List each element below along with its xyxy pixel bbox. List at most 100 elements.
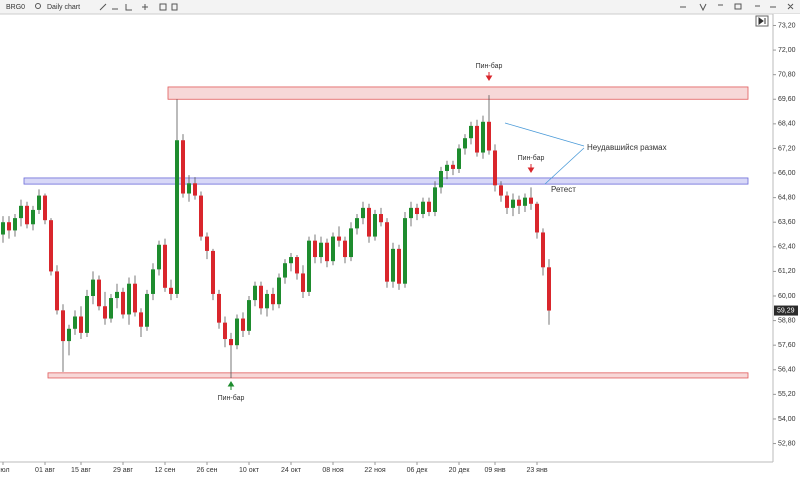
candle-body [103,306,107,319]
toolbar [0,0,800,14]
y-tick-label: 54,00 [778,416,796,423]
y-tick-label: 61,20 [778,268,796,275]
y-tick-label: 62,40 [778,244,796,251]
chart-name[interactable]: Daily chart [47,4,80,11]
x-tick-label: 06 дек [407,467,429,474]
candle-body [235,318,239,346]
candle-body [313,240,317,258]
candle-body [511,199,515,208]
candle-body [55,271,59,311]
candle-body [37,195,41,210]
x-tick-label: 08 ноя [322,467,343,474]
price-axis [773,14,800,484]
candle-body [91,279,95,296]
toolbar-icons[interactable] [99,3,178,11]
y-tick-label: 72,00 [778,47,796,54]
y-tick-label: 60,00 [778,293,796,300]
candle-body [109,298,113,319]
candle-body [385,222,389,282]
candle-body [451,164,455,169]
x-tick-label: 23 янв [526,467,547,474]
candle-body [541,232,545,268]
candle-body [49,220,53,272]
candle-body [475,125,479,153]
candle-body [1,222,5,235]
candle-body [127,283,131,315]
y-tick-label: 69,60 [778,96,796,103]
candle-body [445,164,449,171]
candle-body [421,201,425,215]
window-controls[interactable] [680,3,794,12]
plot-area: 52,80 54,00 55,20 56,40 57,60 58,80 60,00 61,20… [0,22,798,474]
candle-body [301,273,305,292]
last-price-box [774,305,798,316]
candle-body [151,269,155,294]
candle-body [175,140,179,294]
annotation: Ретест [551,185,576,194]
candle-body [169,287,173,294]
annotation: Пин-бар [218,394,245,402]
candle-body [163,244,167,288]
x-tick-label: 10 окт [239,467,260,474]
candle-body [223,322,227,340]
candle-body [271,293,275,305]
search-icon[interactable] [35,3,41,9]
candle-body [427,201,431,212]
candle-body [115,291,119,299]
x-tick-label: 09 янв [484,467,505,474]
candle-body [499,185,503,196]
candle-body [295,257,299,274]
y-tick-label: 73,20 [778,22,796,29]
x-tick-label: 20 дек [449,467,471,474]
symbol[interactable]: BRG0 [6,4,25,11]
candle-body [439,170,443,188]
candle-body [79,316,83,333]
candle-body [349,228,353,258]
candle-body [391,248,395,282]
candle-body [139,312,143,327]
candle-body [73,316,77,329]
candle-body [373,214,377,237]
arrow-up [227,381,235,390]
y-tick-label: 66,00 [778,170,796,177]
candle-body [199,195,203,237]
x-tick-label: 22 ноя [364,467,385,474]
y-tick-label: 57,60 [778,342,796,349]
candle-body [157,244,161,270]
y-tick-label: 64,80 [778,194,796,201]
price-zone [23,177,749,185]
candle-body [97,279,101,307]
candle-body [289,257,293,264]
candle-body [505,195,509,208]
candle-body [307,240,311,292]
candle-body [283,263,287,278]
candle-body [259,285,263,309]
x-tick-label: 29 авг [113,467,133,474]
candle-body [193,183,197,196]
candle-body [43,195,47,221]
candle-body [463,138,467,149]
candle-body [319,242,323,258]
candle-body [469,125,473,139]
candle-body [367,207,371,237]
candle-body [415,207,419,215]
x-tick-label: 15 авг [71,467,91,474]
candle-body [7,222,11,231]
candle-body [337,236,341,241]
candle-body [181,140,185,194]
candle-body [517,199,521,206]
candle-body [355,218,359,229]
candle-body [145,293,149,327]
candle-body [487,121,491,151]
scroll-icon [758,17,766,25]
candle-body [25,205,29,225]
annotation: Неудавшийся размах [587,143,667,152]
candle-body [457,148,461,169]
last-price-label: 59,29 [777,307,795,314]
y-tick-label: 56,40 [778,367,796,374]
candle-body [19,205,23,219]
y-tick-label: 52,80 [778,440,796,447]
candle-body [187,183,191,194]
candle-body [397,248,401,284]
candle-body [529,197,533,204]
